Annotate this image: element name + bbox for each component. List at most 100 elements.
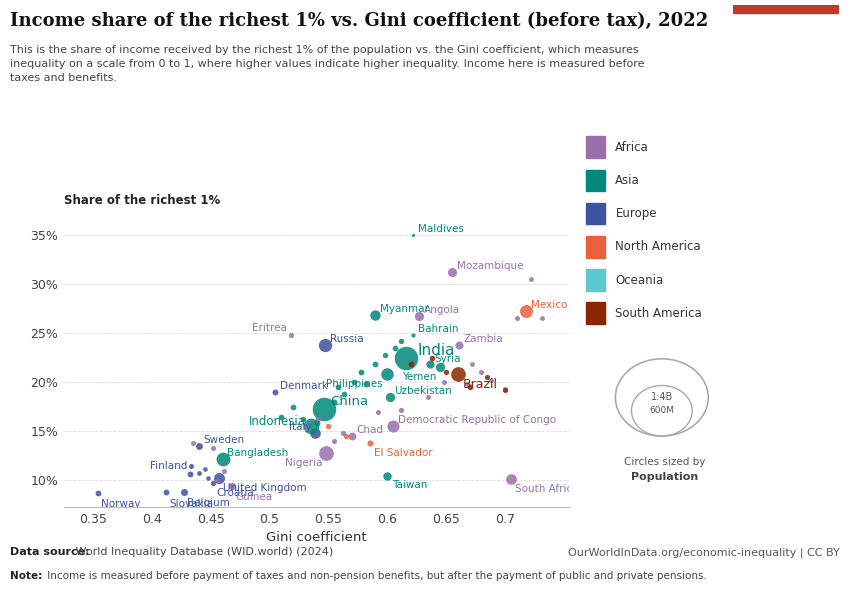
Text: Income is measured before payment of taxes and non-pension benefits, but after t: Income is measured before payment of tax… [44, 571, 707, 581]
Text: Population: Population [632, 472, 699, 482]
Point [275, 412, 288, 421]
Point [186, 438, 200, 448]
Point [225, 482, 239, 491]
Point [207, 479, 220, 488]
Text: Zambia: Zambia [463, 334, 503, 344]
Point [439, 367, 453, 377]
Text: Sweden: Sweden [204, 435, 245, 445]
Point [363, 438, 377, 448]
Point [378, 350, 392, 359]
Point [336, 428, 349, 438]
Text: North America: North America [615, 240, 701, 253]
Text: Mexico: Mexico [530, 301, 567, 310]
Point [354, 367, 368, 377]
Point [371, 407, 384, 416]
Text: Norway: Norway [101, 499, 141, 509]
Text: Finland: Finland [150, 461, 187, 471]
Bar [733, 5, 839, 13]
Point [425, 353, 439, 362]
Text: Indonesia: Indonesia [249, 415, 306, 428]
Point [422, 392, 435, 401]
Text: Guinea: Guinea [235, 492, 273, 502]
Text: Income share of the richest 1% vs. Gini coefficient (before tax), 2022: Income share of the richest 1% vs. Gini … [10, 12, 708, 30]
Point [217, 466, 230, 475]
Text: Bangladesh: Bangladesh [227, 448, 288, 458]
Text: OurWorldInData.org/economic-inequality | CC BY: OurWorldInData.org/economic-inequality |… [568, 547, 840, 558]
Point [360, 379, 373, 389]
Text: Oceania: Oceania [615, 274, 664, 287]
Point [198, 464, 212, 473]
Point [337, 389, 350, 399]
Point [207, 443, 220, 453]
Point [348, 377, 361, 387]
Text: China: China [331, 395, 369, 408]
Point [406, 230, 420, 239]
Text: Philippines: Philippines [326, 379, 382, 389]
Point [300, 425, 314, 434]
Text: Circles sized by: Circles sized by [625, 457, 706, 467]
Point [474, 367, 488, 377]
Point [536, 313, 549, 323]
Text: Mozambique: Mozambique [456, 261, 523, 271]
Point [394, 336, 408, 346]
Point [296, 415, 309, 424]
Text: Belgium: Belgium [187, 498, 230, 508]
Point [465, 359, 479, 369]
Bar [586, 170, 605, 191]
Text: Chad: Chad [357, 425, 383, 436]
Text: Syria: Syria [434, 353, 461, 364]
Bar [586, 302, 605, 324]
X-axis label: Gini coefficient: Gini coefficient [266, 531, 367, 544]
Point [524, 274, 537, 284]
Point [480, 373, 494, 382]
Point [381, 471, 394, 481]
Point [369, 310, 382, 320]
Point [177, 487, 190, 497]
Text: South Africa: South Africa [515, 484, 579, 494]
Text: El Salvador: El Salvador [374, 448, 433, 458]
Text: Europe: Europe [615, 207, 657, 220]
Point [422, 359, 436, 369]
Text: 1:4B: 1:4B [651, 392, 673, 403]
Text: Asia: Asia [615, 174, 640, 187]
Point [201, 473, 215, 482]
Point [437, 377, 451, 387]
Text: Nigeria: Nigeria [285, 458, 322, 468]
Point [394, 405, 408, 415]
Text: This is the share of income received by the richest 1% of the population vs. the: This is the share of income received by … [10, 45, 644, 83]
Text: Croatia: Croatia [217, 488, 254, 498]
Point [404, 359, 417, 369]
Point [452, 340, 466, 350]
Text: Note:: Note: [10, 571, 43, 581]
Text: Brazil: Brazil [462, 377, 497, 391]
Point [327, 397, 341, 407]
Text: Democratic Republic of Congo: Democratic Republic of Congo [398, 415, 556, 425]
Point [451, 370, 465, 379]
Point [317, 404, 331, 413]
Point [269, 387, 282, 397]
Point [382, 392, 396, 401]
Text: Italy: Italy [289, 422, 312, 433]
Point [498, 384, 512, 394]
Point [192, 441, 206, 451]
Text: Yemen: Yemen [402, 372, 437, 382]
Point [412, 311, 426, 321]
Point [484, 376, 497, 385]
Text: Eritrea: Eritrea [252, 323, 287, 333]
Point [345, 431, 359, 441]
Point [462, 382, 476, 392]
Point [369, 359, 382, 369]
Text: Myanmar: Myanmar [380, 304, 429, 314]
Text: Our World: Our World [756, 18, 816, 28]
Bar [586, 136, 605, 158]
Point [445, 267, 459, 277]
Point [212, 473, 226, 482]
Text: in Data: in Data [765, 34, 808, 44]
Text: 600M: 600M [649, 406, 674, 415]
Point [318, 340, 332, 350]
Point [184, 461, 197, 470]
Text: Maldives: Maldives [417, 224, 463, 234]
Point [192, 468, 206, 478]
Text: South America: South America [615, 307, 702, 320]
Point [519, 307, 533, 316]
